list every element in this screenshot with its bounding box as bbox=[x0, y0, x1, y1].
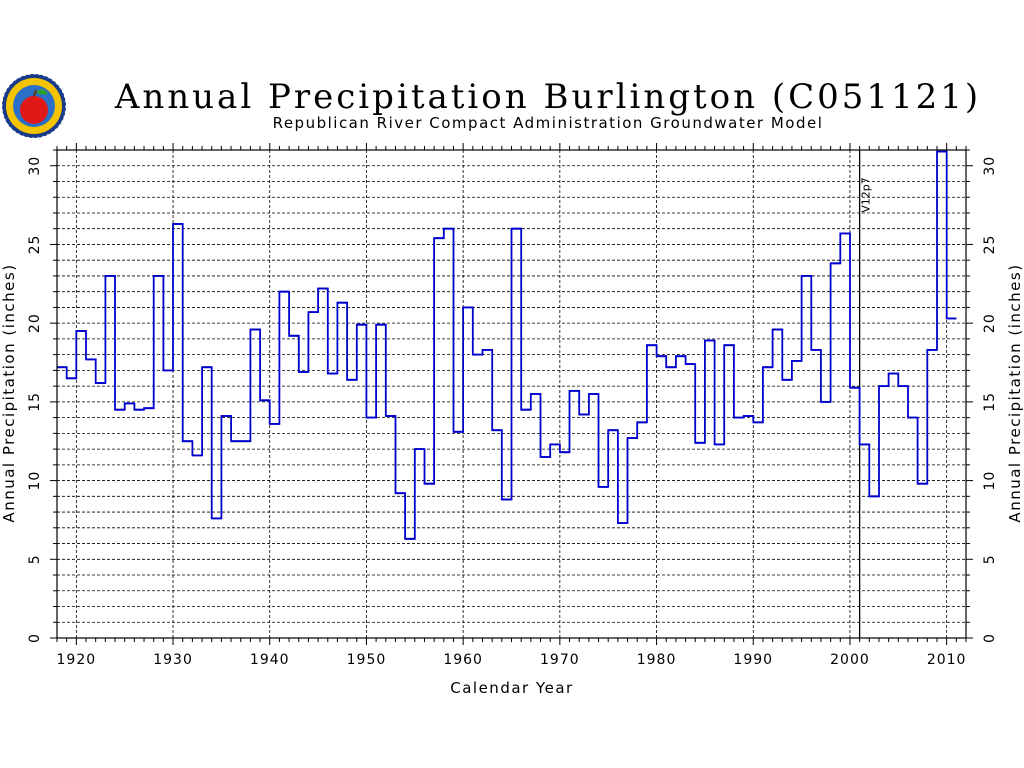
y-tick-label-right: 20 bbox=[982, 313, 998, 333]
y-axis-label-left: Annual Precipitation (inches) bbox=[0, 263, 18, 522]
y-tick-label-right: 10 bbox=[982, 471, 998, 491]
x-tick-label: 1950 bbox=[347, 652, 387, 668]
tick-labels: 1920 1930 1940 1950 1960 1970 1980 1990 2000 2010… bbox=[27, 156, 998, 668]
y-tick-label-right: 25 bbox=[982, 235, 998, 255]
x-axis-label: Calendar Year bbox=[450, 679, 573, 697]
series-layer bbox=[57, 150, 957, 540]
y-tick-label-left: 30 bbox=[27, 156, 43, 176]
annotation-label: V12p7 bbox=[860, 177, 873, 213]
x-tick-label: 1940 bbox=[250, 652, 290, 668]
y-tick-label-left: 5 bbox=[27, 554, 43, 564]
x-tick-label: 2010 bbox=[927, 652, 967, 668]
x-tick-label: 1990 bbox=[733, 652, 773, 668]
apple-stem-icon bbox=[33, 89, 37, 97]
x-tick-label: 1930 bbox=[153, 652, 193, 668]
x-tick-label: 1960 bbox=[443, 652, 483, 668]
x-tick-label: 1970 bbox=[540, 652, 580, 668]
axes bbox=[50, 143, 973, 645]
chart-title: Annual Precipitation Burlington (C051121… bbox=[114, 77, 981, 117]
y-tick-label-left: 0 bbox=[27, 633, 43, 643]
y-tick-label-right: 0 bbox=[982, 633, 998, 643]
x-tick-label: 1980 bbox=[637, 652, 677, 668]
apple-seal-logo bbox=[1, 73, 67, 139]
y-tick-label-left: 25 bbox=[27, 235, 43, 255]
x-tick-label: 1920 bbox=[57, 652, 97, 668]
y-axis-label-right: Annual Precipitation (inches) bbox=[1006, 263, 1024, 522]
x-tick-label: 2000 bbox=[830, 652, 870, 668]
apple-leaf-icon bbox=[36, 89, 48, 95]
y-tick-label-right: 30 bbox=[982, 156, 998, 176]
y-tick-label-right: 5 bbox=[982, 554, 998, 564]
y-tick-label-left: 20 bbox=[27, 313, 43, 333]
apple-icon bbox=[20, 96, 48, 124]
chart-subtitle: Republican River Compact Administration … bbox=[273, 114, 824, 132]
y-tick-label-left: 15 bbox=[27, 392, 43, 412]
y-tick-label-left: 10 bbox=[27, 471, 43, 491]
y-tick-label-right: 15 bbox=[982, 392, 998, 412]
seal-text-ring bbox=[1, 73, 67, 139]
